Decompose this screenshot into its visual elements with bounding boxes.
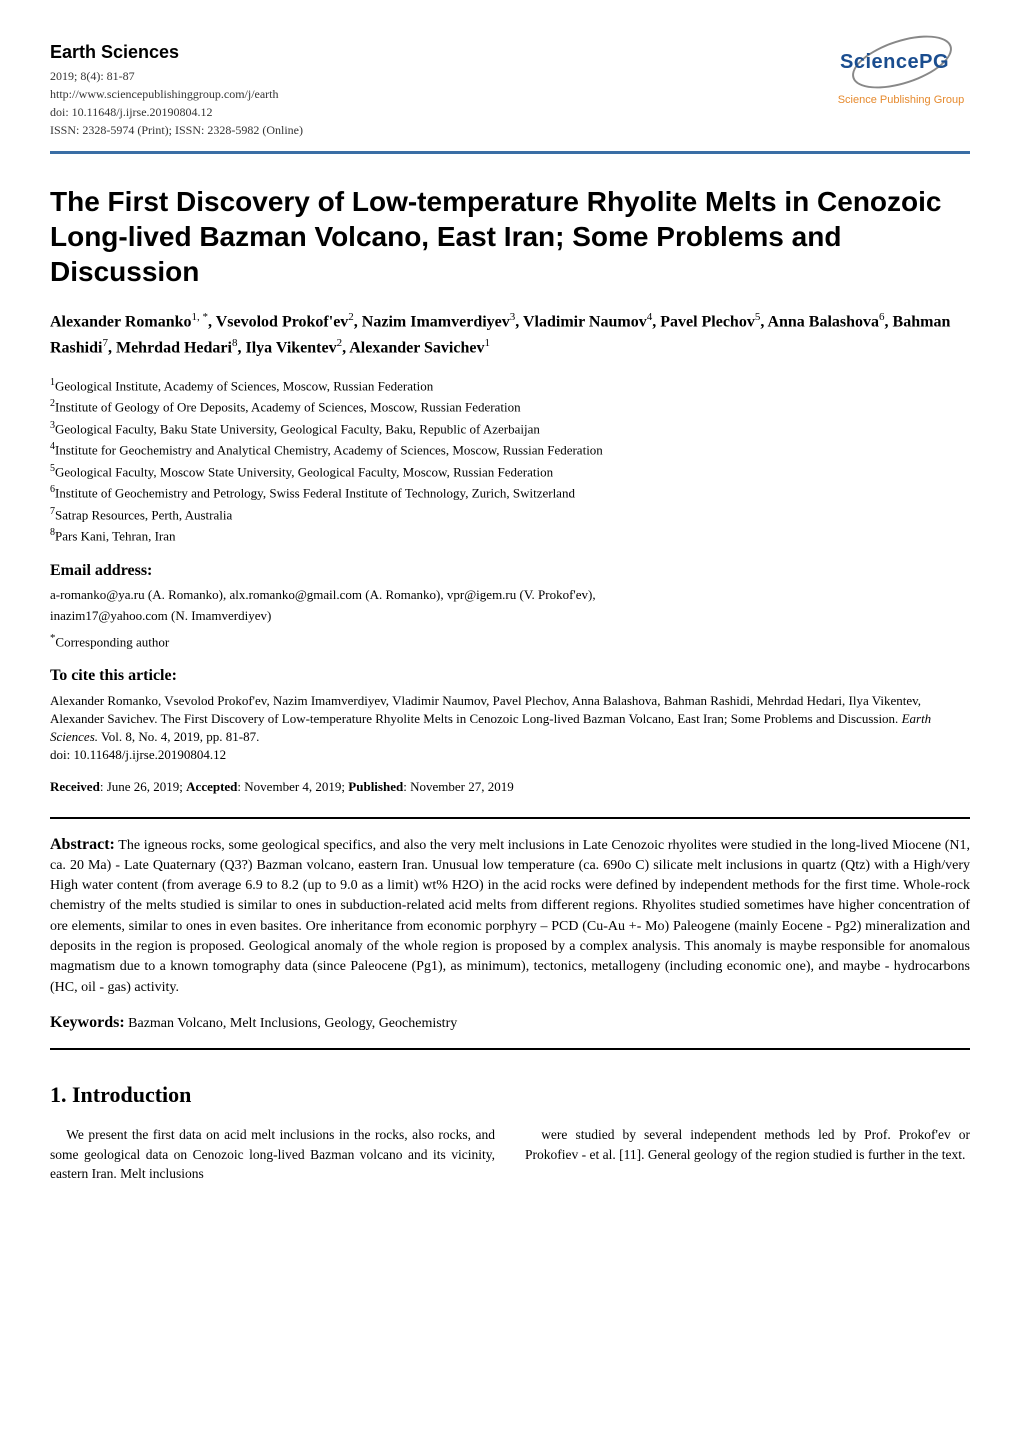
- citation-body: Alexander Romanko, Vsevolod Prokof'ev, N…: [50, 692, 970, 765]
- logo-orbit-icon: SciencePG: [832, 40, 970, 82]
- citation-doi: doi: 10.11648/j.ijrse.20190804.12: [50, 747, 226, 762]
- logo-text: SciencePG: [840, 48, 949, 76]
- divider-bottom: [50, 1048, 970, 1050]
- journal-info: Earth Sciences 2019; 8(4): 81-87 http://…: [50, 40, 812, 139]
- published-date: November 27, 2019: [410, 779, 514, 794]
- affiliation-item: 2Institute of Geology of Ore Deposits, A…: [50, 397, 970, 417]
- corresponding-author: *Corresponding author: [50, 631, 970, 652]
- affiliation-item: 4Institute for Geochemistry and Analytic…: [50, 440, 970, 460]
- journal-issue: 2019; 8(4): 81-87: [50, 67, 812, 85]
- abstract-text: The igneous rocks, some geological speci…: [50, 838, 970, 995]
- journal-doi: doi: 10.11648/j.ijrse.20190804.12: [50, 103, 812, 121]
- accepted-date: November 4, 2019: [244, 779, 341, 794]
- intro-paragraph-left: We present the first data on acid melt i…: [50, 1125, 495, 1184]
- journal-issn: ISSN: 2328-5974 (Print); ISSN: 2328-5982…: [50, 121, 812, 139]
- citation-label: To cite this article:: [50, 665, 970, 687]
- abstract-label: Abstract:: [50, 836, 115, 853]
- received-date: June 26, 2019: [107, 779, 180, 794]
- authors: Alexander Romanko1, *, Vsevolod Prokof'e…: [50, 309, 970, 360]
- journal-url: http://www.sciencepublishinggroup.com/j/…: [50, 85, 812, 103]
- affiliations: 1Geological Institute, Academy of Scienc…: [50, 376, 970, 546]
- received-label: Received: [50, 779, 100, 794]
- publisher-logo: SciencePG Science Publishing Group: [832, 40, 970, 108]
- logo-tagline: Science Publishing Group: [832, 93, 970, 108]
- keywords: Keywords: Bazman Volcano, Melt Inclusion…: [50, 1012, 970, 1034]
- journal-header: Earth Sciences 2019; 8(4): 81-87 http://…: [50, 40, 970, 154]
- logo-container: SciencePG: [832, 40, 970, 89]
- divider-top: [50, 817, 970, 819]
- published-label: Published: [348, 779, 403, 794]
- paper-title: The First Discovery of Low-temperature R…: [50, 184, 970, 289]
- section-1-col-right: were studied by several independent meth…: [525, 1125, 970, 1184]
- article-dates: Received: June 26, 2019; Accepted: Novem…: [50, 778, 970, 796]
- keywords-text: Bazman Volcano, Melt Inclusions, Geology…: [128, 1016, 457, 1031]
- affiliation-item: 7Satrap Resources, Perth, Australia: [50, 505, 970, 525]
- email-line-1: a-romanko@ya.ru (A. Romanko), alx.romank…: [50, 586, 970, 604]
- affiliation-item: 8Pars Kani, Tehran, Iran: [50, 526, 970, 546]
- affiliation-item: 1Geological Institute, Academy of Scienc…: [50, 376, 970, 396]
- email-label: Email address:: [50, 560, 970, 582]
- affiliation-item: 5Geological Faculty, Moscow State Univer…: [50, 462, 970, 482]
- intro-paragraph-right: were studied by several independent meth…: [525, 1125, 970, 1164]
- affiliation-item: 6Institute of Geochemistry and Petrology…: [50, 483, 970, 503]
- abstract: Abstract: The igneous rocks, some geolog…: [50, 833, 970, 998]
- email-line-2: inazim17@yahoo.com (N. Imamverdiyev): [50, 607, 970, 625]
- keywords-label: Keywords:: [50, 1014, 125, 1031]
- section-1-col-left: We present the first data on acid melt i…: [50, 1125, 495, 1184]
- section-1-body: We present the first data on acid melt i…: [50, 1125, 970, 1184]
- affiliation-item: 3Geological Faculty, Baku State Universi…: [50, 419, 970, 439]
- corresponding-text: Corresponding author: [55, 634, 169, 649]
- section-1-heading: 1. Introduction: [50, 1080, 970, 1111]
- citation-text: Alexander Romanko, Vsevolod Prokof'ev, N…: [50, 693, 921, 726]
- citation-tail: Vol. 8, No. 4, 2019, pp. 81-87.: [98, 729, 259, 744]
- accepted-label: Accepted: [186, 779, 237, 794]
- journal-name: Earth Sciences: [50, 40, 812, 65]
